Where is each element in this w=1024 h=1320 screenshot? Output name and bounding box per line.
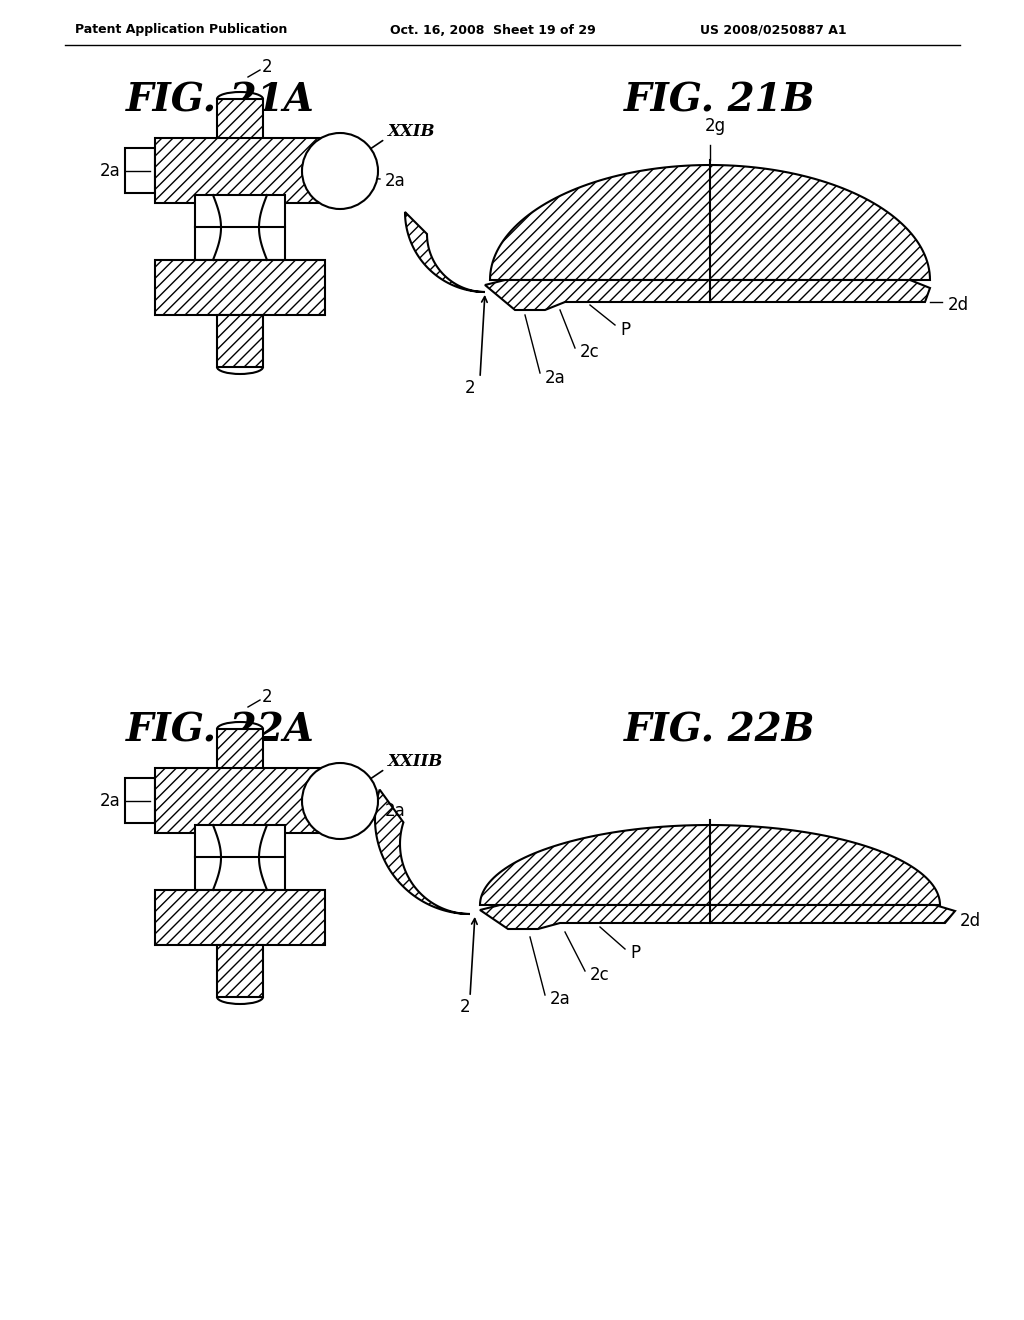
Text: 2: 2 <box>262 688 272 706</box>
Bar <box>217 99 263 145</box>
Polygon shape <box>490 165 930 280</box>
Text: FIG. 22A: FIG. 22A <box>126 711 314 748</box>
Bar <box>217 945 263 997</box>
Text: 2c: 2c <box>590 966 609 983</box>
Text: 2: 2 <box>465 379 475 397</box>
Text: FIG. 21B: FIG. 21B <box>625 81 816 119</box>
Bar <box>155 768 325 833</box>
Bar <box>125 148 155 193</box>
Text: P: P <box>630 944 640 962</box>
Bar <box>217 729 263 775</box>
Text: P: P <box>620 321 630 339</box>
Polygon shape <box>480 906 955 929</box>
Text: 2d: 2d <box>961 912 981 931</box>
Bar <box>325 777 355 822</box>
Bar <box>325 148 355 193</box>
Text: 2: 2 <box>460 998 471 1016</box>
Text: 2c: 2c <box>580 343 600 360</box>
Text: 2g: 2g <box>705 117 726 135</box>
Text: Patent Application Publication: Patent Application Publication <box>75 24 288 37</box>
Text: FIG. 22B: FIG. 22B <box>625 711 816 748</box>
Text: 2a: 2a <box>385 172 406 190</box>
Bar <box>125 777 155 822</box>
Text: 2a: 2a <box>385 803 406 820</box>
Bar <box>155 139 325 203</box>
Circle shape <box>302 763 378 840</box>
Polygon shape <box>485 280 930 310</box>
Text: 2a: 2a <box>100 792 121 810</box>
Text: 2: 2 <box>262 58 272 77</box>
Text: US 2008/0250887 A1: US 2008/0250887 A1 <box>700 24 847 37</box>
Text: 2d: 2d <box>948 296 969 314</box>
Bar <box>195 825 285 890</box>
Text: XXIB: XXIB <box>388 123 435 140</box>
Bar <box>217 315 263 367</box>
Polygon shape <box>375 789 470 913</box>
Text: XXIIB: XXIIB <box>388 752 443 770</box>
Text: 2a: 2a <box>550 990 570 1008</box>
Bar <box>155 260 325 315</box>
Polygon shape <box>480 825 940 906</box>
Polygon shape <box>406 213 485 292</box>
Text: 2a: 2a <box>545 370 565 387</box>
Text: 2a: 2a <box>100 162 121 180</box>
Text: Oct. 16, 2008  Sheet 19 of 29: Oct. 16, 2008 Sheet 19 of 29 <box>390 24 596 37</box>
Circle shape <box>302 133 378 209</box>
Bar <box>155 890 325 945</box>
Bar <box>195 195 285 260</box>
Text: FIG. 21A: FIG. 21A <box>126 81 314 119</box>
